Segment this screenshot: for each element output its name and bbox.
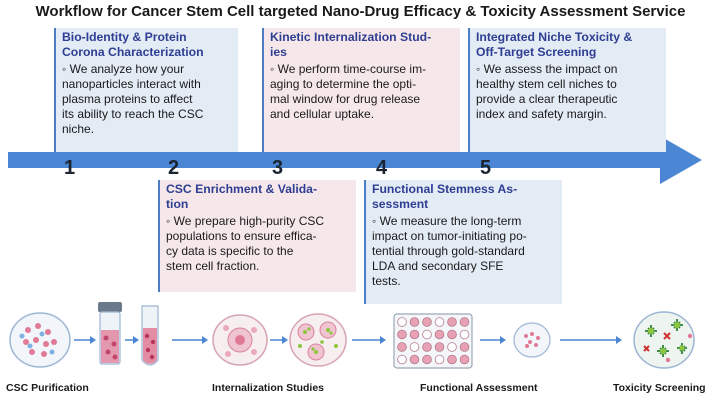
flow-arrow-icon — [172, 336, 208, 344]
caption-internalization-studies: Internalization Studies — [212, 382, 325, 394]
body-line: niche. — [62, 122, 95, 136]
timeline-arrow-shape — [8, 136, 702, 184]
well — [434, 342, 445, 352]
well — [422, 317, 432, 327]
step-card-title: Bio-Identity & Protein Corona Characteri… — [62, 30, 232, 60]
internalization-dish-icon — [289, 313, 347, 367]
flow-arrow-icon — [125, 336, 139, 344]
well — [397, 354, 407, 365]
body-line: nanoparticles interact with — [62, 77, 201, 91]
timeline-arrow — [8, 136, 702, 184]
body-line: plasma proteins to affect — [62, 92, 193, 106]
body-line: and cellular uptake. — [270, 107, 375, 121]
well-plate-icon — [393, 313, 473, 369]
caption-toxicity-screening: Toxicity Screening — [613, 382, 706, 394]
body-line: stem cell fraction. — [166, 259, 260, 273]
well — [447, 329, 457, 340]
body-line: ◦ We perform time-course im- — [270, 62, 427, 76]
well — [409, 317, 420, 327]
step-card-title: Kinetic Internalization Stud- ies — [270, 30, 454, 60]
flow-arrow-icon — [74, 336, 96, 344]
title-line: Integrated Niche Toxicity & — [476, 30, 633, 44]
well — [422, 354, 432, 365]
illustration-strip — [9, 302, 695, 369]
title-line: CSC Enrichment & Valida- — [166, 182, 318, 196]
step-card-title: CSC Enrichment & Valida- tion — [166, 182, 350, 212]
step-number-3: 3 — [272, 157, 284, 179]
body-line: populations to ensure effica- — [166, 229, 317, 243]
title-line: Functional Stemness As- — [372, 182, 518, 196]
title-line: ies — [270, 45, 287, 59]
toxicity-dish-icon — [633, 311, 695, 369]
body-line: impact on tumor-initiating po- — [372, 229, 527, 243]
step-number-2: 2 — [168, 157, 180, 179]
step-card-1: Bio-Identity & Protein Corona Characteri… — [54, 28, 238, 152]
step-card-2: CSC Enrichment & Valida- tion ◦ We prepa… — [158, 180, 356, 292]
step-card-body: ◦ We prepare high-purity CSC populations… — [166, 214, 350, 274]
well — [409, 342, 420, 352]
well — [409, 329, 420, 340]
body-line: tential through gold-standard — [372, 244, 525, 258]
well — [397, 329, 407, 340]
title-line: Bio-Identity & Protein — [62, 30, 187, 44]
sphere-dish-icon — [513, 322, 551, 358]
step-card-title: Functional Stemness As- sessment — [372, 182, 556, 212]
step-card-body: ◦ We assess the impact on healthy stem c… — [476, 62, 660, 122]
step-card-title: Integrated Niche Toxicity & Off-Target S… — [476, 30, 660, 60]
well — [447, 342, 457, 352]
body-line: ◦ We prepare high-purity CSC — [166, 214, 325, 228]
body-line: aging to determine the opti- — [270, 77, 417, 91]
flow-arrow-icon — [352, 336, 386, 344]
well — [459, 317, 470, 327]
body-line: index and safety margin. — [476, 107, 607, 121]
step-card-5: Integrated Niche Toxicity & Off-Target S… — [468, 28, 666, 152]
step-card-body: ◦ We analyze how your nanoparticles inte… — [62, 62, 232, 137]
body-line: LDA and secondary SFE — [372, 259, 504, 273]
flow-arrow-icon — [480, 336, 506, 344]
title-line: sessment — [372, 197, 429, 211]
well — [409, 354, 420, 365]
body-line: its ability to reach the CSC — [62, 107, 204, 121]
body-line: ◦ We analyze how your — [62, 62, 185, 76]
internalization-dish-icon — [212, 314, 268, 366]
body-line: tests. — [372, 274, 401, 288]
well — [434, 354, 445, 365]
title-line: Kinetic Internalization Stud- — [270, 30, 432, 44]
body-line: provide a clear therapeutic — [476, 92, 618, 106]
caption-csc-purification: CSC Purification — [6, 382, 89, 394]
well — [397, 342, 407, 352]
body-line: ◦ We assess the impact on — [476, 62, 618, 76]
step-number-1: 1 — [64, 157, 76, 179]
flow-arrow-icon — [560, 336, 622, 344]
test-tube-icon — [141, 305, 159, 366]
body-line: ◦ We measure the long-term — [372, 214, 522, 228]
well — [459, 354, 470, 365]
title-line: Off-Target Screening — [476, 45, 597, 59]
well — [459, 329, 470, 340]
step-card-4: Functional Stemness As- sessment ◦ We me… — [364, 180, 562, 304]
caption-functional-assessment: Functional Assessment — [420, 382, 538, 394]
well — [434, 329, 445, 340]
page-title: Workflow for Cancer Stem Cell targeted N… — [35, 3, 686, 20]
body-line: healthy stem cell niches to — [476, 77, 617, 91]
body-line: mal window for drug release — [270, 92, 421, 106]
step-card-body: ◦ We measure the long-term impact on tum… — [372, 214, 556, 289]
well — [422, 329, 432, 340]
well — [447, 354, 457, 365]
well — [434, 317, 445, 327]
title-line: Corona Characterization — [62, 45, 204, 59]
petri-dish-icon — [9, 312, 71, 368]
well — [422, 342, 432, 352]
step-number-4: 4 — [376, 157, 388, 179]
well — [397, 317, 407, 327]
step-card-3: Kinetic Internalization Stud- ies ◦ We p… — [262, 28, 460, 152]
body-line: cy data is specific to the — [166, 244, 294, 258]
step-card-body: ◦ We perform time-course im- aging to de… — [270, 62, 454, 122]
well — [447, 317, 457, 327]
step-number-5: 5 — [480, 157, 492, 179]
flow-arrow-icon — [270, 336, 288, 344]
centrifuge-tube-icon — [98, 302, 122, 365]
title-line: tion — [166, 197, 189, 211]
well — [459, 342, 470, 352]
